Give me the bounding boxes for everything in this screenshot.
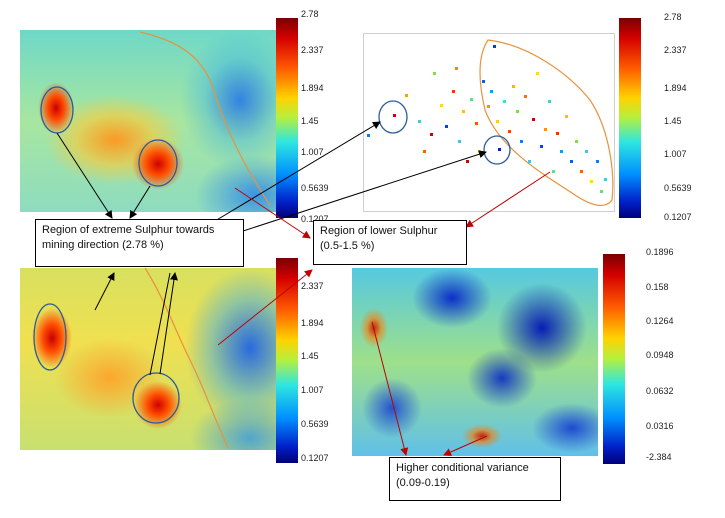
bottom-right-tick: 0.1896 xyxy=(646,247,674,257)
variance-callout: Higher conditional variance (0.09-0.19) xyxy=(389,457,561,501)
arrow xyxy=(371,321,409,456)
variance-text: Higher conditional variance (0.09-0.19) xyxy=(396,462,529,489)
top-left-region-outline xyxy=(138,139,178,187)
top-left-tick: 1.45 xyxy=(301,116,319,126)
bottom-left-sulphur-map xyxy=(20,268,276,450)
bottom-left-region-outline xyxy=(132,372,180,424)
lower-sulphur-text: Region of lower Sulphur xyxy=(320,225,438,237)
top-left-colorbar xyxy=(276,18,298,218)
top-right-orange-boundary xyxy=(479,39,614,207)
top-right-tick: 1.894 xyxy=(664,83,687,93)
top-left-tick: 2.337 xyxy=(301,45,324,55)
arrow xyxy=(465,171,551,228)
top-left-tick: 2.78 xyxy=(301,9,319,19)
top-left-sulphur-map xyxy=(20,30,276,212)
lower-sulphur-callout: Region of lower Sulphur (0.5-1.5 %) xyxy=(313,220,467,265)
top-right-tick: 0.5639 xyxy=(664,183,692,193)
top-right-tick: 0.1207 xyxy=(664,212,692,222)
arrow xyxy=(443,435,488,456)
bottom-left-tick: 0.1207 xyxy=(301,453,329,463)
bottom-right-colorbar xyxy=(603,254,625,464)
bottom-right-tick: 0.0632 xyxy=(646,386,674,396)
top-left-orange-boundary xyxy=(139,31,271,206)
arrow xyxy=(94,272,115,311)
extreme-sulphur-text: Region of extreme Sulphur towards mining… xyxy=(42,224,215,251)
sample-points xyxy=(367,45,607,193)
top-right-tick: 1.45 xyxy=(664,116,682,126)
top-right-tick: 2.78 xyxy=(664,12,682,22)
bottom-left-colorbar xyxy=(276,258,298,463)
bottom-right-tick: 0.0948 xyxy=(646,350,674,360)
arrow xyxy=(214,121,381,222)
arrow xyxy=(129,185,151,219)
lower-sulphur-range: (0.5-1.5 %) xyxy=(320,240,375,252)
arrow xyxy=(234,187,311,239)
extreme-sulphur-callout: Region of extreme Sulphur towards mining… xyxy=(35,219,244,267)
top-left-tick: 0.1207 xyxy=(301,214,329,224)
bottom-right-tick: 0.0316 xyxy=(646,421,674,431)
bottom-right-variance-map xyxy=(352,268,598,456)
bottom-left-region-outline xyxy=(33,303,67,371)
top-right-region-outline xyxy=(483,135,511,165)
bottom-left-tick: 1.007 xyxy=(301,385,324,395)
top-right-tick: 1.007 xyxy=(664,149,687,159)
arrow xyxy=(217,269,313,346)
bottom-left-tick: 0.5639 xyxy=(301,419,329,429)
bottom-left-tick: 2.337 xyxy=(301,281,324,291)
top-left-tick: 1.007 xyxy=(301,147,324,157)
top-left-tick: 0.5639 xyxy=(301,183,329,193)
bottom-left-tick: 1.45 xyxy=(301,351,319,361)
top-left-tick: 1.894 xyxy=(301,83,324,93)
top-right-region-outline xyxy=(378,100,408,134)
top-right-sample-scatter xyxy=(363,33,615,212)
arrow xyxy=(159,272,178,375)
arrow xyxy=(149,272,171,376)
bottom-left-tick: 1.894 xyxy=(301,318,324,328)
bottom-right-tick: -2.384 xyxy=(646,452,672,462)
top-right-tick: 2.337 xyxy=(664,45,687,55)
top-left-region-outline xyxy=(40,86,74,134)
bottom-left-orange-boundary xyxy=(144,267,229,449)
arrow xyxy=(56,132,113,219)
top-right-colorbar xyxy=(619,18,641,218)
bottom-right-tick: 0.158 xyxy=(646,282,669,292)
bottom-right-tick: 0.1264 xyxy=(646,316,674,326)
